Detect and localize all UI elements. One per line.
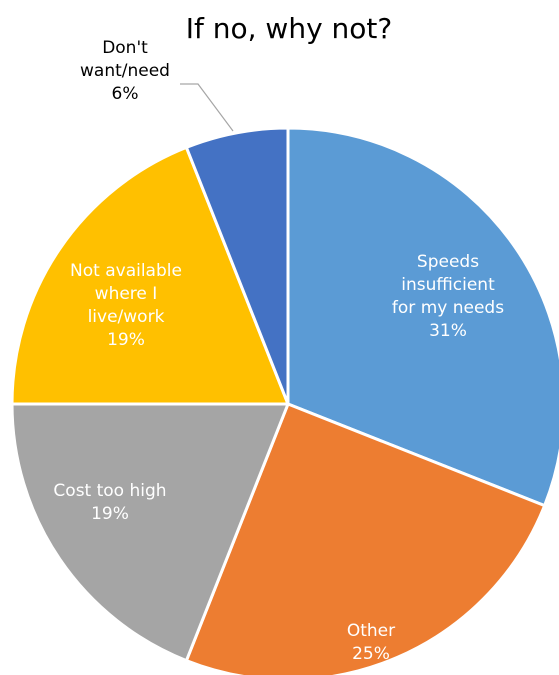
- slice-category-label: live/work: [88, 307, 165, 327]
- chart-title: If no, why not?: [186, 12, 393, 45]
- slice-label-other: Other 25%: [347, 621, 395, 664]
- slice-percent-label: 31%: [429, 321, 467, 341]
- leader-line-don-t-want-need: [180, 83, 234, 132]
- slice-category-label: Other: [347, 621, 395, 641]
- pie-slices: [10, 126, 559, 675]
- slice-category-label: want/need: [80, 61, 170, 81]
- pie-slice-speeds-insufficient-for-my-needs: [286, 126, 559, 508]
- slice-category-label: Don't: [102, 38, 148, 58]
- slice-percent-label: 19%: [107, 330, 145, 350]
- slice-percent-label: 25%: [352, 644, 390, 664]
- slice-labels: Speeds insufficient for my needs 31% Other 25…: [53, 38, 504, 664]
- pie-slice-other: [184, 402, 547, 675]
- slice-category-label: Not available: [70, 261, 182, 281]
- slice-label-not-available-where-i-live-work: Not available where I live/work 19%: [70, 261, 182, 350]
- slice-category-label: Cost too high: [53, 481, 166, 501]
- slice-category-label: Speeds: [417, 252, 479, 272]
- pie-slice-cost-too-high: [10, 402, 290, 663]
- slice-label-don-t-want-need: Don't want/need 6%: [80, 38, 170, 104]
- slice-label-cost-too-high: Cost too high 19%: [53, 481, 166, 524]
- pie-slice-don-t-want-need: [184, 126, 290, 406]
- slice-label-speeds-insufficient-for-my-needs: Speeds insufficient for my needs 31%: [392, 252, 504, 341]
- slice-category-label: insufficient: [401, 275, 495, 295]
- slice-category-label: for my needs: [392, 298, 504, 318]
- slice-percent-label: 19%: [91, 504, 129, 524]
- slice-category-label: where I: [95, 284, 158, 304]
- slice-percent-label: 6%: [112, 84, 139, 104]
- pie-slice-not-available-where-i-live-work: [10, 145, 290, 406]
- leader-lines: [180, 83, 234, 132]
